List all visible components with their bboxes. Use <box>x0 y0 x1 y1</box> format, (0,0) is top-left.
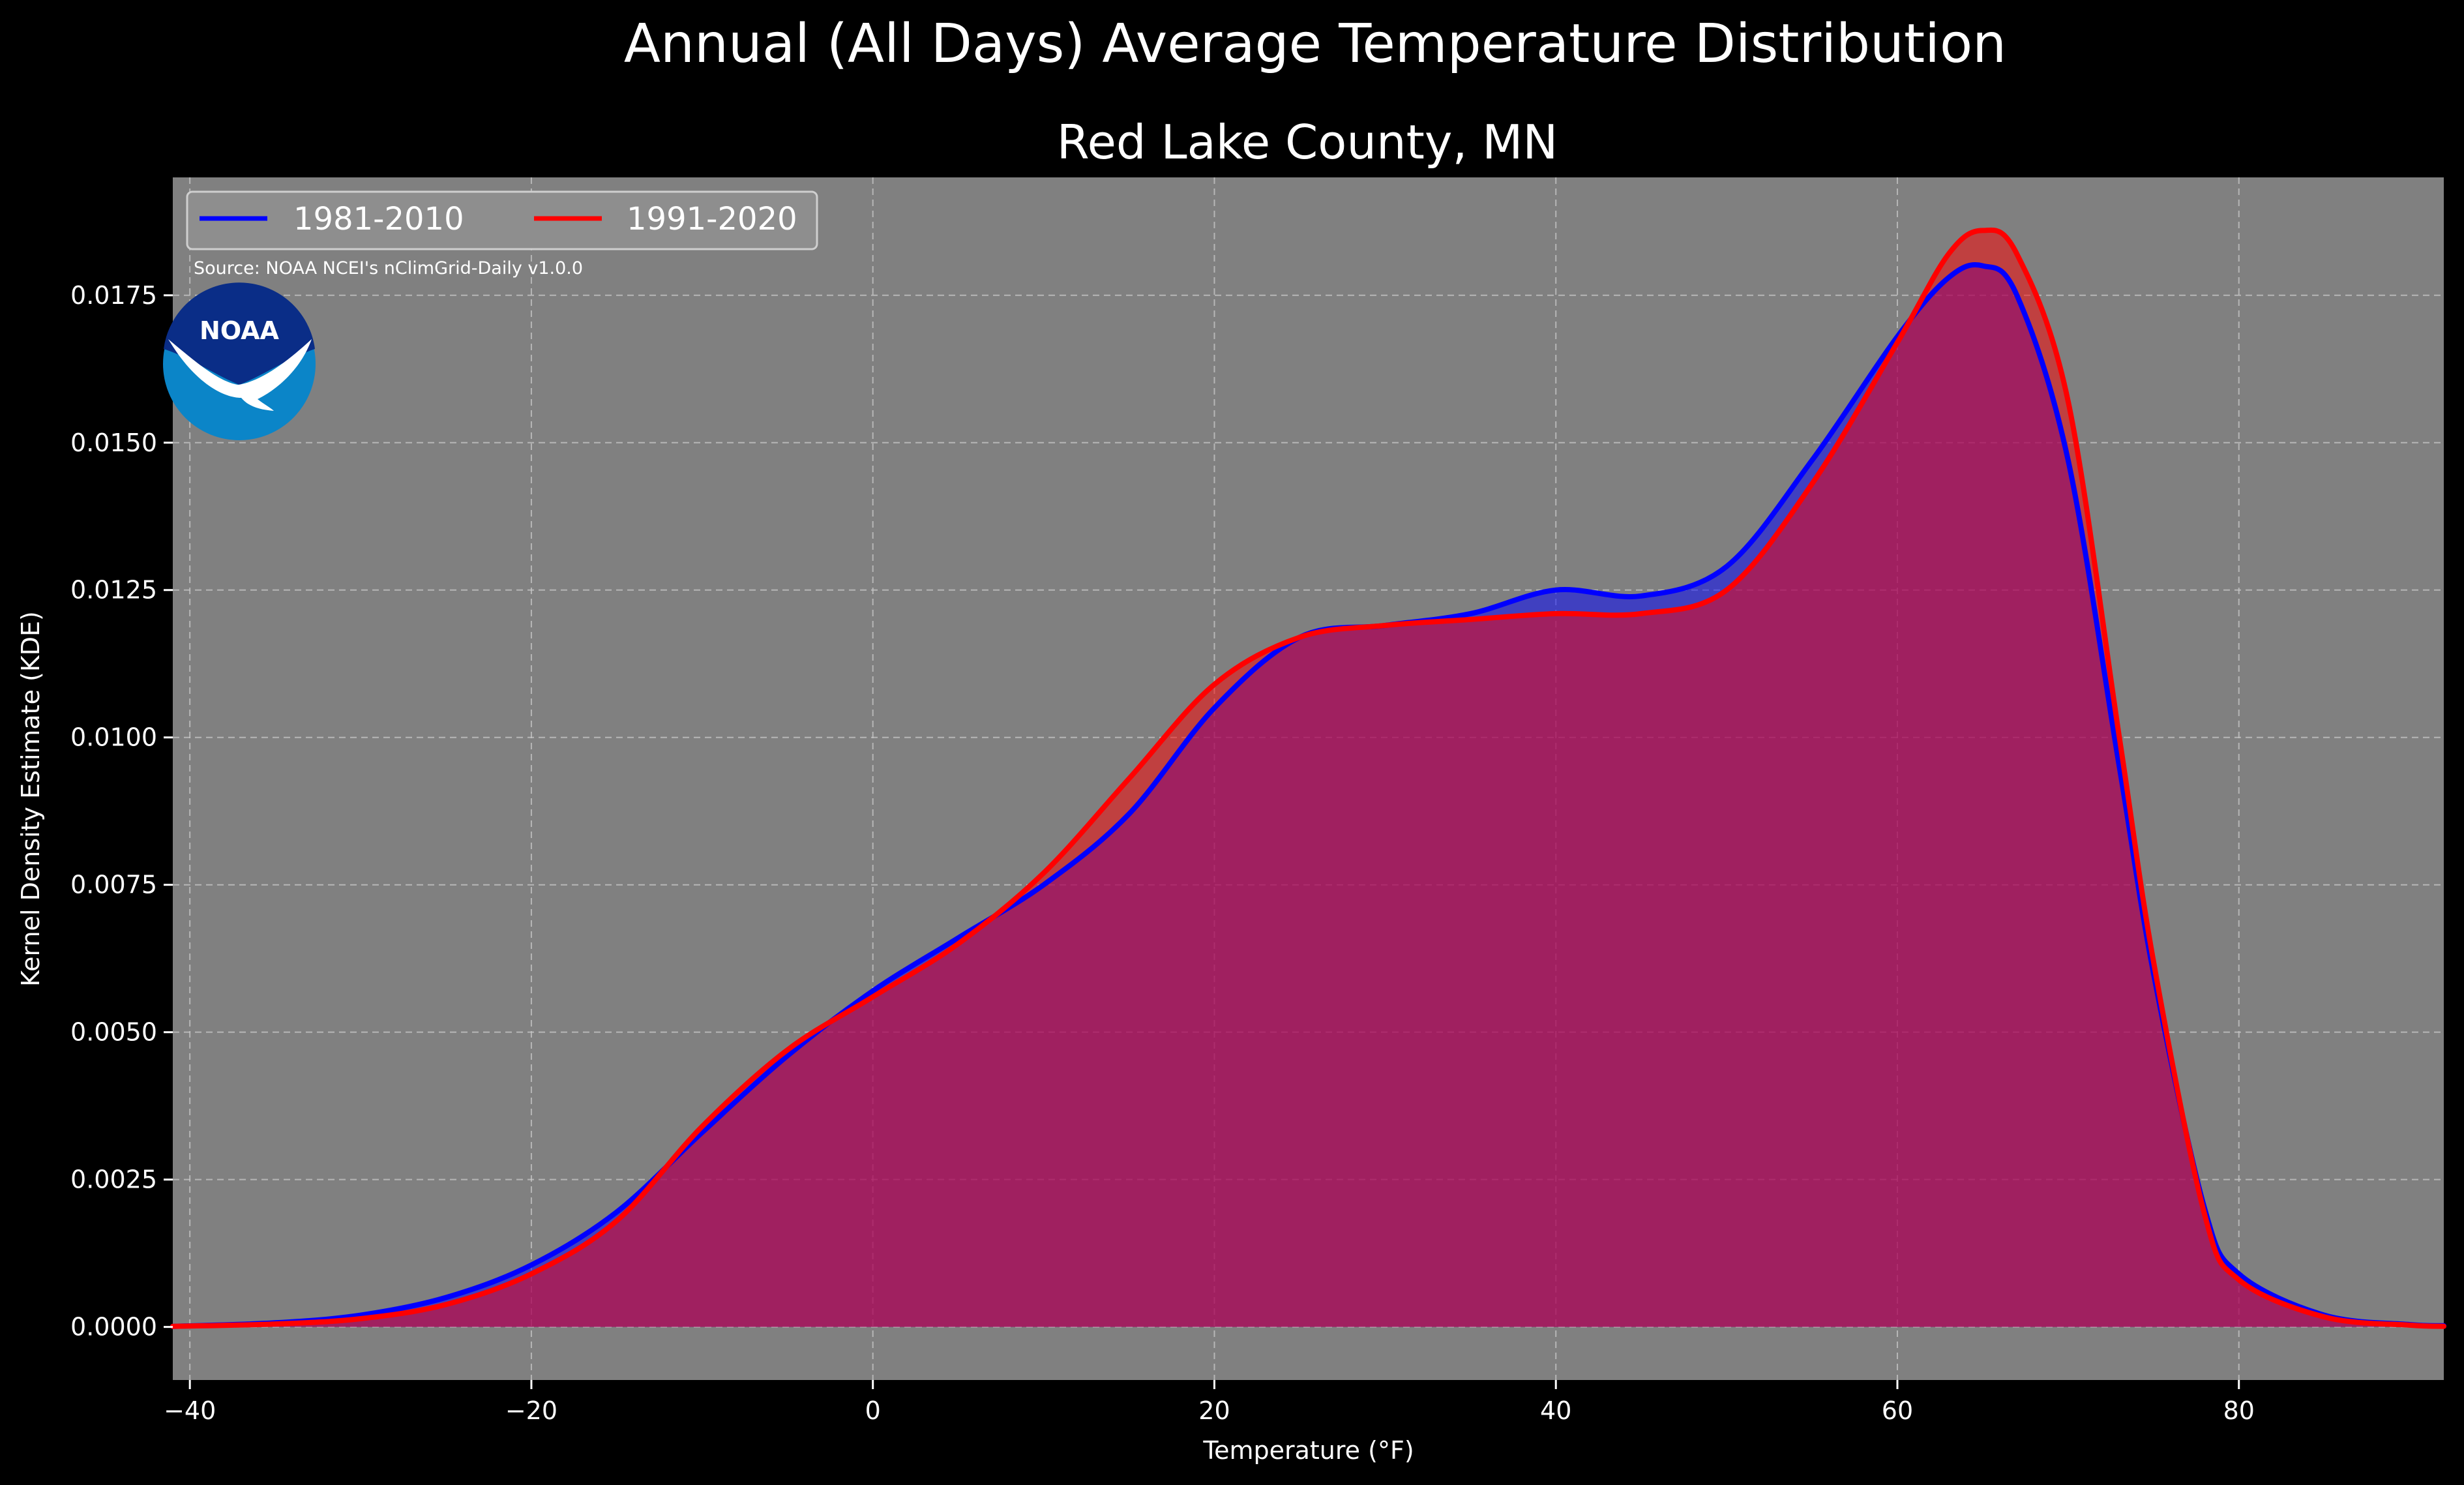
y-tick-label: 0.0025 <box>70 1165 157 1194</box>
chart-title: Red Lake County, MN <box>1057 115 1558 170</box>
legend-label-1991-2020: 1991-2020 <box>627 201 797 237</box>
x-tick-label: −40 <box>164 1396 216 1425</box>
noaa-logo-gull <box>168 339 312 411</box>
noaa-logo: NOAA <box>163 282 316 440</box>
legend-frame <box>186 190 818 250</box>
source-note: Source: NOAA NCEI's nClimGrid-Daily v1.0… <box>194 258 583 278</box>
y-tick-label: 0.0150 <box>70 428 157 457</box>
figure-suptitle: Annual (All Days) Average Temperature Di… <box>624 13 2006 75</box>
y-tick-label: 0.0000 <box>70 1313 157 1342</box>
series-fill-1991-2020 <box>173 230 2444 1327</box>
y-tick-label: 0.0075 <box>70 871 157 899</box>
x-tick-label: 80 <box>2223 1396 2255 1425</box>
y-tick-label: 0.0100 <box>70 723 157 752</box>
noaa-logo-dark-cap <box>164 282 315 385</box>
series-line-1991-2020 <box>170 227 2446 1329</box>
x-tick-label: 0 <box>865 1396 881 1425</box>
y-tick-label: 0.0175 <box>70 281 157 310</box>
x-tick-label: −20 <box>505 1396 557 1425</box>
x-tick-label: 60 <box>1882 1396 1913 1425</box>
x-tick-label: 20 <box>1198 1396 1230 1425</box>
y-tick-label: 0.0050 <box>70 1018 157 1047</box>
y-axis-label: Kernel Density Estimate (KDE) <box>16 611 45 987</box>
legend: 1981-2010 1991-2020 <box>186 190 818 250</box>
x-axis-label: Temperature (°F) <box>1202 1436 1414 1465</box>
series-layer <box>170 227 2446 1329</box>
noaa-logo-text: NOAA <box>200 316 279 345</box>
legend-label-1981-2010: 1981-2010 <box>293 201 464 237</box>
axis-ticks: −40 −20 0 20 40 60 80 0.0000 0.0025 0.0050 0.0075 0… <box>70 281 2255 1425</box>
y-tick-label: 0.0125 <box>70 576 157 605</box>
x-tick-label: 40 <box>1540 1396 1571 1425</box>
